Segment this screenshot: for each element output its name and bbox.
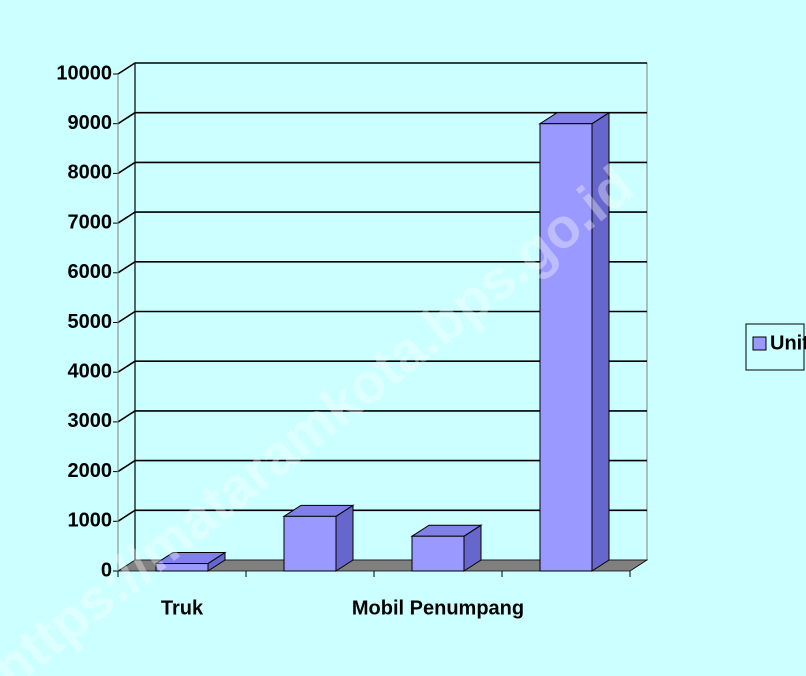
grid-line: [117, 62, 647, 75]
y-tick-label: 3000: [68, 410, 113, 432]
y-tick-label: 10000: [56, 62, 112, 84]
y-tick-label: 9000: [68, 112, 113, 134]
bar: [410, 524, 483, 572]
bar-front: [411, 535, 465, 572]
y-tick-label: 8000: [68, 162, 113, 184]
x-tick-label: Truk: [161, 597, 204, 619]
bar: [154, 551, 227, 572]
bar: [538, 111, 611, 572]
bar-front: [283, 515, 337, 572]
y-tick-label: 0: [101, 559, 112, 581]
legend-label: Unit: [770, 332, 806, 354]
y-tick-label: 6000: [68, 261, 113, 283]
bar: [282, 504, 355, 572]
bar-front: [155, 563, 209, 572]
y-tick-label: 2000: [68, 460, 113, 482]
x-tick-label: Mobil Penumpang: [352, 597, 524, 619]
y-tick-label: 4000: [68, 360, 113, 382]
y-tick-label: 1000: [68, 510, 113, 532]
y-tick-label: 5000: [68, 311, 113, 333]
legend-swatch: [752, 336, 767, 351]
y-tick-label: 7000: [68, 211, 113, 233]
bar-front: [539, 123, 593, 572]
